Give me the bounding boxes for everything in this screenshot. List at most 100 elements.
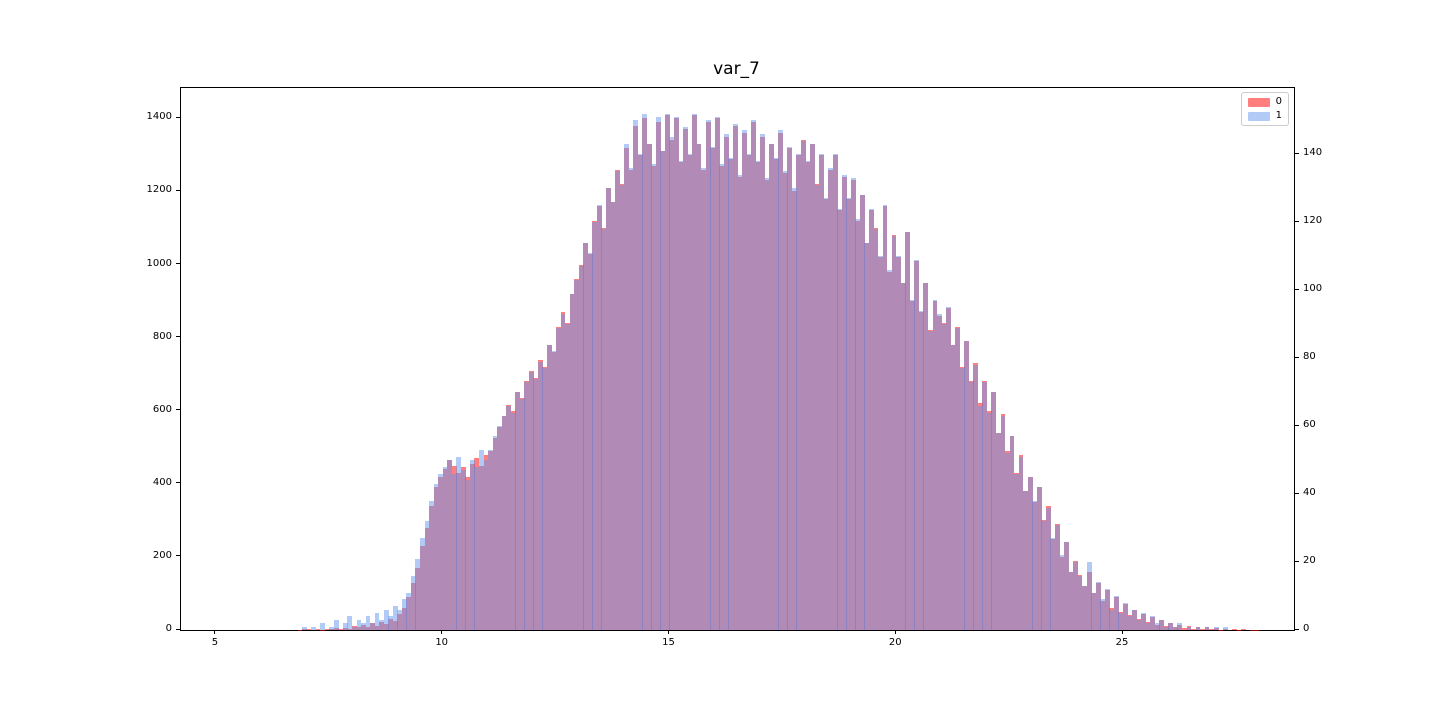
histogram-bar (438, 473, 443, 630)
histogram-bar (646, 144, 652, 630)
right-tick-label: 40 (1303, 487, 1316, 499)
histogram-bar (469, 460, 475, 630)
histogram-bar (991, 392, 997, 630)
histogram-bar (896, 256, 902, 630)
histogram-bar (683, 127, 688, 630)
right-tick-mark (1295, 424, 1299, 426)
histogram-bar (596, 205, 602, 630)
histogram-bar (524, 381, 530, 630)
left-tick-label: 1400 (146, 111, 172, 123)
histogram-bar (1159, 619, 1165, 630)
left-tick-label: 1200 (146, 184, 172, 196)
right-tick-mark (1295, 560, 1299, 562)
histogram-bar (832, 154, 838, 630)
histogram-bar (587, 252, 593, 630)
histogram-bar (1191, 628, 1196, 630)
histogram-bar (1000, 415, 1006, 630)
histogram-bar (1086, 562, 1092, 630)
histogram-bar (964, 341, 970, 630)
histogram-bar (1195, 626, 1201, 630)
right-tick-label: 140 (1303, 147, 1323, 159)
histogram-bar (674, 116, 679, 630)
histogram-bar (615, 171, 620, 630)
histogram-bar (719, 164, 725, 630)
histogram-bar (451, 473, 457, 630)
x-tick-label: 25 (1115, 637, 1129, 648)
histogram-bar (1127, 616, 1133, 630)
histogram-bar (379, 619, 384, 630)
histogram-bar (891, 235, 897, 630)
histogram-bar (1132, 609, 1137, 630)
histogram-bar (787, 147, 793, 630)
histogram-bar (678, 161, 684, 630)
histogram-bar (506, 405, 511, 630)
histogram-bar (1041, 521, 1047, 630)
histogram-bar (1091, 592, 1097, 630)
histogram-bar (1095, 582, 1101, 630)
histogram-bar (878, 256, 883, 630)
histogram-bar (1123, 602, 1128, 630)
legend-label: 1 (1275, 110, 1282, 121)
histogram-bar (497, 426, 502, 630)
histogram-bar (515, 392, 521, 630)
histogram-bar (732, 123, 738, 630)
histogram-bar (810, 144, 815, 630)
histogram-bar (1204, 626, 1210, 630)
histogram-bar (1240, 629, 1246, 630)
histogram-bar (374, 613, 380, 630)
histogram-bar (651, 164, 657, 630)
left-tick-label: 200 (152, 549, 172, 561)
histogram-bar (764, 178, 770, 630)
histogram-bar (1177, 623, 1183, 630)
histogram-bar (415, 558, 421, 630)
histogram-bar (1172, 626, 1178, 630)
legend-swatch (1247, 111, 1270, 121)
histogram-bar (664, 113, 670, 630)
histogram-bar (927, 330, 933, 630)
left-tick-mark (176, 116, 180, 118)
histogram-bar (687, 154, 693, 630)
histogram-bar (429, 500, 434, 630)
histogram-bar (1100, 599, 1106, 630)
left-tick-mark (176, 336, 180, 338)
histogram-bar (456, 456, 462, 630)
histogram-bar (1054, 524, 1060, 630)
left-tick-mark (176, 409, 180, 411)
histogram-bar (619, 184, 625, 630)
histogram-bar (306, 629, 312, 630)
histogram-bar (887, 269, 892, 630)
histogram-bar (914, 259, 920, 630)
histogram-bar (800, 140, 806, 630)
right-tick-label: 0 (1303, 623, 1310, 634)
histogram-bar (1222, 626, 1228, 630)
histogram-bar (578, 266, 584, 630)
histogram-bar (1005, 453, 1010, 630)
right-tick-mark (1295, 152, 1299, 154)
left-tick-mark (176, 555, 180, 557)
histogram-bar (474, 466, 480, 630)
left-tick-mark (176, 189, 180, 191)
histogram-bar (447, 460, 452, 630)
histogram-bar (519, 398, 525, 630)
histogram-bar (1104, 589, 1110, 630)
histogram-bar (746, 154, 752, 630)
histogram-bar (959, 368, 965, 630)
histogram-bar (1231, 628, 1237, 630)
histogram-bar (624, 144, 629, 630)
histogram-bar (551, 351, 557, 630)
histogram-bar (796, 154, 802, 630)
plot-area (180, 87, 1295, 631)
right-tick-mark (1295, 356, 1299, 358)
histogram-bar (338, 628, 344, 630)
histogram-bar (329, 626, 335, 630)
x-tick-mark (214, 630, 216, 634)
histogram-bar (841, 174, 847, 630)
histogram-bar (973, 364, 979, 630)
histogram-bar (1073, 562, 1078, 630)
histogram-bar (1082, 585, 1087, 630)
histogram-bar (324, 628, 330, 630)
histogram-bar (986, 412, 992, 630)
x-tick-label: 15 (662, 637, 675, 648)
histogram-bar (537, 361, 543, 630)
histogram-bar (1209, 629, 1214, 630)
